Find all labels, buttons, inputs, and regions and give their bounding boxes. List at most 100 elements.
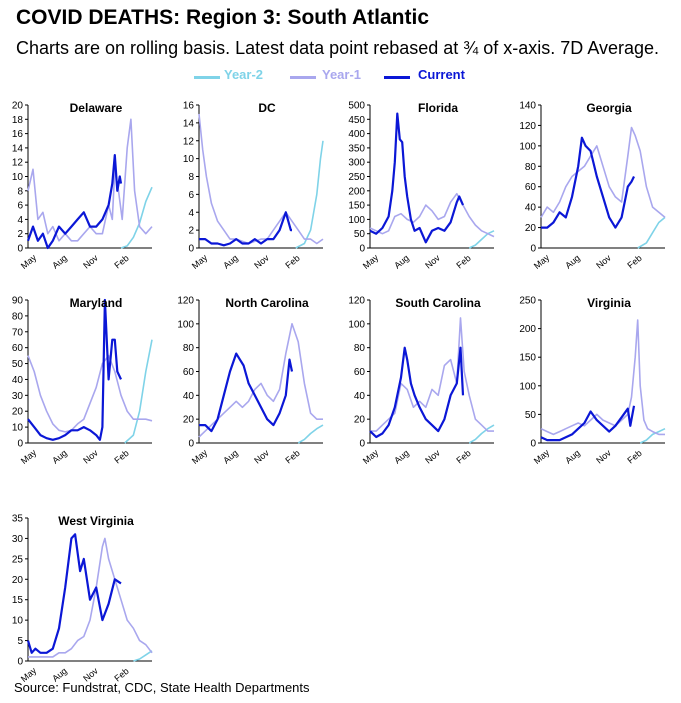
series-line-current-south-carolina bbox=[369, 346, 465, 439]
y-tick-label: 2 bbox=[17, 229, 23, 240]
y-tick-label: 4 bbox=[17, 215, 23, 226]
series-line-current-dc bbox=[199, 211, 292, 247]
y-tick-label: 20 bbox=[12, 407, 24, 418]
chart-florida: 0 50 100 150 200 250 300 350 400 450 500 May Aug Nov F… bbox=[348, 101, 495, 271]
series-line-current-delaware bbox=[26, 154, 123, 250]
chart-title-florida: Florida bbox=[418, 101, 458, 115]
y-tick-label: 40 bbox=[12, 375, 24, 386]
page-title: COVID DEATHS: Region 3: South Atlantic bbox=[16, 6, 429, 29]
x-tick-label: Aug bbox=[392, 253, 411, 271]
y-tick-label: 35 bbox=[12, 514, 24, 525]
y-tick-label: 12 bbox=[12, 158, 24, 169]
x-tick-label: Aug bbox=[563, 448, 582, 466]
y-tick-label: 0 bbox=[530, 244, 536, 255]
y-tick-label: 100 bbox=[177, 319, 194, 330]
y-tick-label: 80 bbox=[354, 343, 366, 354]
x-tick-label: May bbox=[361, 447, 381, 466]
x-tick-label: Feb bbox=[283, 253, 301, 271]
series-line-year-2-delaware bbox=[120, 186, 153, 249]
x-tick-label: Aug bbox=[50, 448, 69, 466]
series-line-year-1-georgia bbox=[540, 126, 666, 219]
x-tick-label: May bbox=[190, 447, 210, 466]
series-line-current-maryland bbox=[27, 298, 122, 441]
y-tick-label: 150 bbox=[348, 201, 365, 212]
y-tick-label: 40 bbox=[525, 203, 537, 214]
series-line-year-2-south-carolina bbox=[468, 424, 495, 444]
y-tick-label: 350 bbox=[348, 143, 365, 154]
y-tick-label: 12 bbox=[183, 136, 195, 147]
legend-swatch-year-1 bbox=[290, 76, 316, 79]
y-tick-label: 5 bbox=[17, 636, 23, 647]
chart-virginia: 0 50 100 150 200 250 May Aug Nov Feb Virginia bbox=[519, 296, 666, 466]
x-tick-label: Aug bbox=[221, 448, 240, 466]
x-tick-label: Feb bbox=[454, 448, 472, 466]
y-tick-label: 20 bbox=[12, 575, 24, 586]
y-tick-label: 60 bbox=[183, 367, 195, 378]
y-tick-label: 200 bbox=[519, 324, 536, 335]
y-tick-label: 80 bbox=[12, 311, 24, 322]
y-tick-label: 0 bbox=[17, 439, 23, 450]
series-line-current-north-carolina bbox=[199, 352, 294, 433]
y-tick-label: 50 bbox=[12, 359, 24, 370]
y-tick-label: 0 bbox=[359, 439, 365, 450]
chart-title-north-carolina: North Carolina bbox=[225, 296, 309, 310]
series-line-year-1-maryland bbox=[27, 354, 153, 433]
y-tick-label: 140 bbox=[519, 101, 536, 112]
series-line-current-virginia bbox=[540, 405, 636, 442]
chart-maryland: 0 10 20 30 40 50 60 70 80 90 May Aug Nov Feb Maryland bbox=[12, 296, 153, 466]
series-line-year-1-west-virginia bbox=[28, 537, 153, 658]
x-tick-label: Nov bbox=[423, 447, 442, 465]
y-tick-label: 16 bbox=[12, 129, 24, 140]
chart-title-dc: DC bbox=[258, 101, 276, 115]
x-tick-label: Feb bbox=[112, 253, 130, 271]
y-tick-label: 80 bbox=[183, 343, 195, 354]
y-tick-label: 8 bbox=[188, 172, 194, 183]
chart-title-south-carolina: South Carolina bbox=[395, 296, 481, 310]
chart-dc: 0 2 4 6 8 10 12 14 16 May Aug Nov Feb DC bbox=[183, 101, 324, 271]
y-tick-label: 18 bbox=[12, 115, 24, 126]
series-line-year-2-virginia bbox=[639, 427, 666, 444]
x-tick-label: Feb bbox=[283, 448, 301, 466]
chart-title-georgia: Georgia bbox=[586, 101, 632, 115]
y-tick-label: 30 bbox=[12, 534, 24, 545]
x-tick-label: Nov bbox=[594, 252, 613, 270]
page-subtitle: Charts are on rolling basis. Latest data… bbox=[16, 38, 660, 58]
chart-title-west-virginia: West Virginia bbox=[58, 514, 134, 528]
source-note: Source: Fundstrat, CDC, State Health Dep… bbox=[14, 680, 310, 695]
y-tick-label: 50 bbox=[525, 410, 537, 421]
y-tick-label: 60 bbox=[12, 343, 24, 354]
y-tick-label: 10 bbox=[12, 423, 24, 434]
y-tick-label: 200 bbox=[348, 186, 365, 197]
y-tick-label: 14 bbox=[12, 143, 24, 154]
y-tick-label: 20 bbox=[525, 223, 537, 234]
x-tick-label: Nov bbox=[252, 252, 271, 270]
series-line-year-2-dc bbox=[295, 140, 324, 249]
y-tick-label: 120 bbox=[177, 296, 194, 307]
x-tick-label: Nov bbox=[81, 252, 100, 270]
y-tick-label: 300 bbox=[348, 158, 365, 169]
chart-georgia: 0 20 40 60 80 100 120 140 May Aug Nov Feb Georgia bbox=[519, 101, 666, 271]
x-tick-label: Feb bbox=[112, 448, 130, 466]
y-tick-label: 100 bbox=[348, 215, 365, 226]
x-tick-label: Aug bbox=[392, 448, 411, 466]
y-tick-label: 25 bbox=[12, 554, 24, 565]
y-tick-label: 100 bbox=[519, 141, 536, 152]
y-tick-label: 0 bbox=[530, 439, 536, 450]
y-tick-label: 60 bbox=[525, 182, 537, 193]
y-tick-label: 100 bbox=[348, 319, 365, 330]
legend-label-year-1: Year-1 bbox=[322, 67, 362, 82]
series-line-current-florida bbox=[369, 112, 465, 244]
y-tick-label: 20 bbox=[354, 415, 366, 426]
x-tick-label: May bbox=[532, 447, 552, 466]
series-line-year-1-delaware bbox=[27, 118, 153, 242]
y-tick-label: 10 bbox=[12, 616, 24, 627]
chart-south-carolina: 0 20 40 60 80 100 120 May Aug Nov Feb South Carolin… bbox=[348, 296, 495, 466]
y-tick-label: 120 bbox=[348, 296, 365, 307]
y-tick-label: 15 bbox=[12, 595, 24, 606]
series-line-year-2-georgia bbox=[637, 216, 666, 249]
y-tick-label: 80 bbox=[525, 162, 537, 173]
series-line-year-1-virginia bbox=[540, 319, 665, 436]
series-line-current-west-virginia bbox=[26, 533, 122, 654]
